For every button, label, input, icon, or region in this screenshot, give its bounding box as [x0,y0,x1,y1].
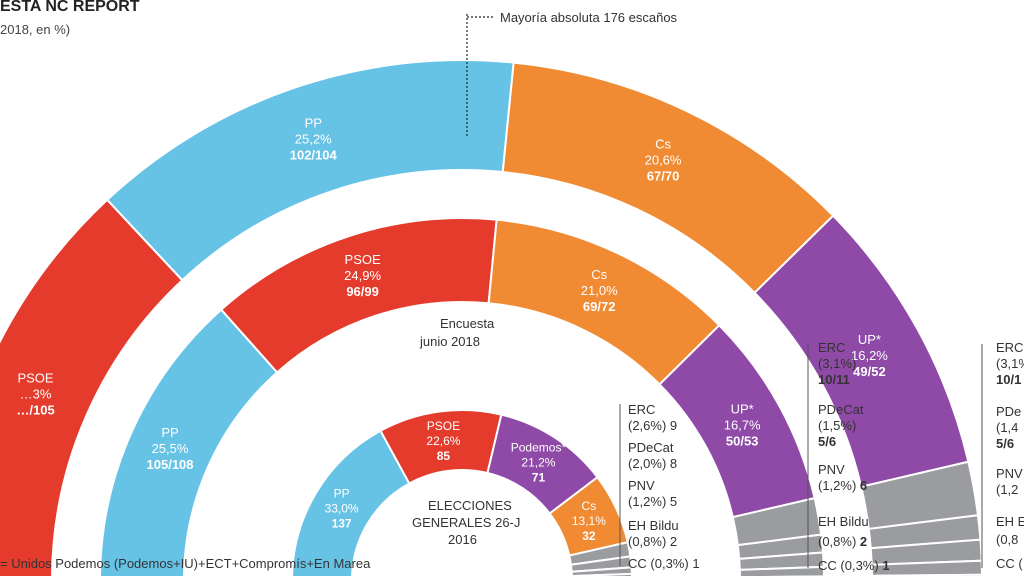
middle-side-pdecat: PDeCat [818,402,864,417]
middle-side-ehbildu: EH Bildu [818,514,869,529]
outer-ring-label-up--0: UP* [858,332,881,347]
middle-side-pnv: PNV [818,462,845,477]
inner-ring-label-podemos--0: Podemos* [511,441,567,455]
middle-ring-label-cs-0: Cs [591,267,607,282]
middle-ring-label-psoe-0: PSOE [345,252,381,267]
inner-side-pdecat-detail: (2,0%) 8 [628,456,678,471]
outer-ring-label-psoe-1: …3% [20,387,52,402]
outer-ring-label-up--1: 16,2% [851,348,888,363]
middle-side-ehbildu-detail: (0,8%) 2 [818,534,868,549]
inner-ring-label-psoe-2: 85 [437,449,451,463]
middle-ring-segment-eh-bildu [738,565,825,576]
middle-side-cc: CC (0,3%) 1 [818,558,890,573]
outer-side-ehbildu-detail: (0,8 [996,532,1019,547]
outer-ring-label-pp-1: 25,2% [295,131,332,146]
outer-side-pdecat-detail: (1,4 [996,420,1019,435]
inner-ring-label-psoe-0: PSOE [427,419,460,433]
outer-side-pdecat: PDe [996,404,1022,419]
outer-ring-label-psoe-2: …/105 [16,403,54,418]
outer-side-pnv-detail: (1,2 [996,482,1019,497]
outer-ring-label-pp-2: 102/104 [290,147,338,162]
outer-ring-label-psoe-0: PSOE [17,371,53,386]
middle-side-pdecat-detail: (1,5%) [818,418,857,433]
footnote: = Unidos Podemos (Podemos+IU)+ECT+Compro… [0,556,371,571]
chart-subtitle: 2018, en %) [0,22,71,37]
middle-ring-label-up--0: UP* [731,401,754,416]
inner-ring-label-podemos--2: 71 [532,471,546,485]
outer-side-cc: CC ( [996,556,1023,571]
inner-center-line-3: 2016 [448,532,477,547]
majority-label: Mayoría absoluta 176 escaños [500,10,678,25]
outer-ring-label-cs-0: Cs [655,137,671,152]
inner-side-ehbildu: EH Bildu [628,518,679,533]
inner-side-pdecat: PDeCat [628,440,674,455]
inner-ring-segment-eh-bildu [570,572,633,576]
middle-ring-label-cs-2: 69/72 [583,299,616,314]
inner-ring-label-cs-1: 13,1% [572,514,606,528]
inner-side-ehbildu-detail: (0,8%) 2 [628,534,678,549]
middle-side-pnv-detail: (1,2%) 6 [818,478,868,493]
inner-ring-label-podemos--1: 21,2% [521,456,555,470]
inner-ring-label-psoe-1: 22,6% [426,434,460,448]
middle-ring-label-up--1: 16,7% [724,417,761,432]
outer-ring-label-cs-1: 20,6% [645,153,682,168]
middle-ring-label-psoe-1: 24,9% [344,268,381,283]
inner-ring-label-cs-0: Cs [582,499,597,513]
outer-side-pdecat-seats: 5/6 [996,436,1015,451]
outer-side-erc-detail: (3,1% [996,356,1024,371]
middle-side-erc-detail: (3,1%) [818,356,857,371]
outer-ring-label-up--2: 49/52 [853,364,886,379]
middle-side-erc-seats: 10/11 [818,372,850,387]
inner-ring-label-pp-1: 33,0% [325,502,359,516]
outer-side-erc-seats: 10/1 [996,372,1022,387]
middle-ring-label-up--2: 50/53 [726,433,759,448]
outer-side-ehbildu: EH E [996,514,1024,529]
inner-side-erc-detail: (2,6%) 9 [628,418,678,433]
middle-ring-segment-pp [99,308,279,576]
middle-ring-label-cs-1: 21,0% [581,283,618,298]
outer-ring-label-cs-2: 67/70 [647,169,680,184]
inner-ring-label-pp-0: PP [334,487,350,501]
middle-ring-label-pp-0: PP [161,425,178,440]
chart-title: ESTA NC REPORT [0,0,140,15]
outer-side-pnv: PNV [996,466,1023,481]
inner-side-pnv-detail: (1,2%) 5 [628,494,678,509]
inner-center-line-2: GENERALES 26-J [412,515,521,530]
middle-center-line-1: Encuesta [440,316,495,331]
middle-center-line-2: junio 2018 [420,334,480,349]
middle-side-pdecat-seats: 5/6 [818,434,837,449]
middle-ring-label-pp-2: 105/108 [147,457,194,472]
outer-ring-label-pp-0: PP [305,115,322,130]
middle-ring-label-psoe-2: 96/99 [346,284,379,299]
middle-side-erc: ERC [818,340,846,355]
inner-center-line-1: ELECCIONES [428,498,512,513]
inner-ring-label-cs-2: 32 [582,529,596,543]
middle-ring-label-pp-1: 25,5% [152,441,189,456]
inner-side-erc: ERC [628,402,656,417]
inner-ring-label-pp-2: 137 [332,517,352,531]
outer-side-erc: ERC [996,340,1024,355]
inner-side-cc: CC (0,3%) 1 [628,556,700,571]
inner-side-pnv: PNV [628,478,655,493]
